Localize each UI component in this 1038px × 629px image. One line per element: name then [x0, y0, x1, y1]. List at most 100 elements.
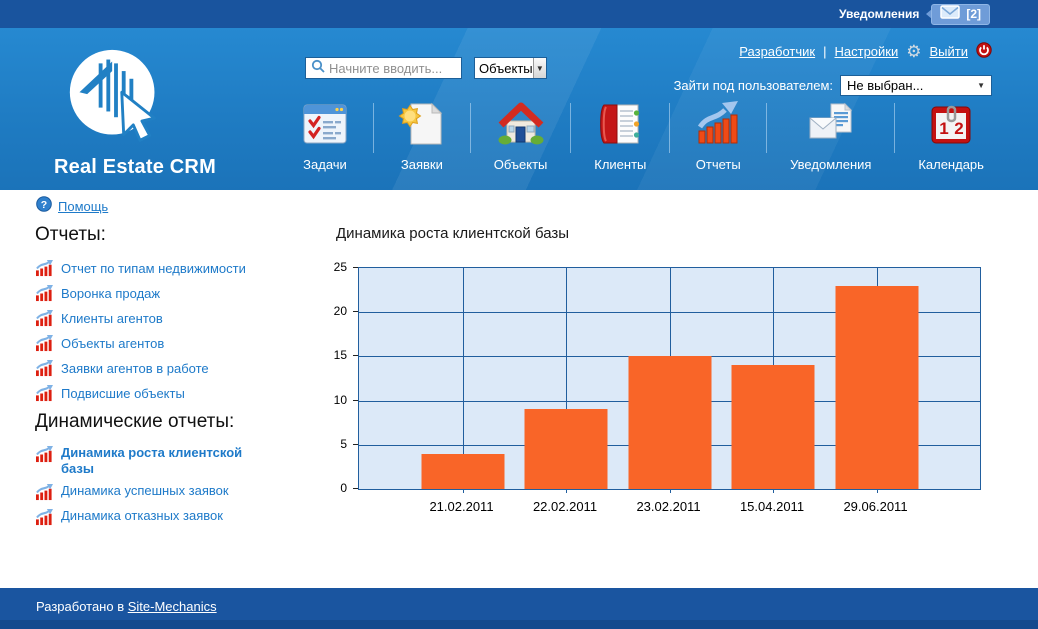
sidebar-report-link[interactable]: Динамика роста клиентской базы — [35, 442, 271, 480]
chevron-down-icon: ▼ — [532, 58, 546, 78]
sidebar-report-link[interactable]: Подвисшие объекты — [35, 381, 246, 406]
notifications-icon — [806, 100, 856, 148]
clients-icon — [595, 100, 645, 148]
tasks-icon — [300, 100, 350, 148]
sidebar-report-link[interactable]: Заявки агентов в работе — [35, 356, 246, 381]
chevron-down-icon: ▼ — [977, 81, 985, 90]
x-axis-label: 21.02.2011 — [429, 499, 494, 514]
x-axis-label: 15.04.2011 — [739, 499, 805, 514]
nav-label: Заявки — [400, 157, 443, 172]
notifications-label: Уведомления — [838, 7, 920, 21]
bar-23.02.2011 — [628, 356, 711, 489]
nav-item-clients[interactable]: Клиенты — [594, 100, 646, 172]
topbar: Уведомления [2] — [0, 0, 1038, 28]
nav-label: Клиенты — [594, 157, 647, 172]
nav-label: Задачи — [303, 157, 347, 172]
nav-divider — [469, 103, 471, 153]
svg-text:?: ? — [41, 199, 47, 211]
bar-29.06.2011 — [835, 285, 918, 489]
y-axis-label: 0 — [340, 481, 347, 495]
nav-item-requests[interactable]: Заявки — [397, 100, 447, 172]
sidebar-report-link[interactable]: Клиенты агентов — [35, 306, 246, 331]
notifications-button[interactable]: [2] — [931, 3, 990, 25]
sidebar-link-label: Воронка продаж — [61, 285, 161, 301]
account-links: Разработчик | Настройки ⚙ Выйти — [739, 42, 992, 61]
nav-label: Календарь — [918, 157, 984, 172]
y-axis-label: 20 — [333, 304, 347, 319]
search-scope-select[interactable]: Объекты ▼ — [474, 57, 547, 79]
nav-item-reports[interactable]: Отчеты — [693, 100, 743, 172]
report-chart-icon — [35, 509, 54, 526]
y-axis-label: 25 — [333, 260, 347, 274]
report-chart-icon — [35, 310, 54, 327]
power-icon[interactable] — [976, 42, 992, 61]
sidebar-report-link[interactable]: Динамика успешных заявок — [35, 480, 271, 505]
search-scope-value: Объекты — [479, 60, 533, 76]
sidebar-report-link[interactable]: Отчет по типам недвижимости — [35, 256, 246, 281]
y-axis-tick — [353, 355, 358, 357]
nav-divider — [570, 103, 572, 153]
x-axis-label: 29.06.2011 — [843, 499, 908, 514]
sidebar-report-link[interactable]: Объекты агентов — [35, 331, 246, 356]
reports-heading: Отчеты: — [35, 224, 106, 245]
bar-22.02.2011 — [524, 409, 608, 489]
chart-x-axis: 21.02.2011 22.02.2011 23.02.2011 15.04.2011… — [358, 499, 981, 517]
nav-label: Отчеты — [695, 157, 741, 172]
gear-icon[interactable]: ⚙ — [906, 42, 922, 61]
reports-list: Отчет по типам недвижимости Воронка прода… — [35, 256, 246, 406]
objects-icon — [496, 100, 546, 148]
x-axis-tick — [876, 489, 878, 493]
main-nav: Задачи Заявки Объекты Клиенты Отчеты Уведомле… — [300, 100, 984, 172]
x-axis-label: 23.02.2011 — [636, 499, 701, 514]
search-input[interactable] — [329, 60, 456, 76]
settings-link[interactable]: Настройки — [834, 44, 899, 59]
report-chart-icon — [35, 335, 54, 352]
y-axis-label: 10 — [333, 392, 347, 407]
sidebar-link-label: Заявки агентов в работе — [61, 360, 209, 376]
developer-link[interactable]: Разработчик — [739, 44, 816, 59]
sidebar-link-label: Динамика отказных заявок — [61, 508, 223, 523]
requests-icon — [397, 100, 447, 148]
header: Real Estate CRM Объекты ▼ Разработчик | … — [0, 28, 1038, 190]
x-axis-tick — [773, 489, 774, 493]
dynamic-reports-list: Динамика роста клиентской базы Динамика у… — [35, 442, 271, 530]
logout-link[interactable]: Выйти — [929, 44, 969, 59]
sidebar-link-label: Подвисшие объекты — [61, 385, 185, 401]
impersonate-select[interactable]: Не выбран... ▼ — [840, 75, 992, 96]
x-axis-label: 22.02.2011 — [532, 499, 598, 514]
y-axis-tick — [353, 443, 358, 445]
logo-icon[interactable] — [66, 48, 166, 148]
nav-item-objects[interactable]: Объекты — [494, 100, 547, 172]
help-link-row[interactable]: ? Помощь — [36, 196, 108, 217]
nav-divider — [372, 103, 374, 153]
svg-text:2: 2 — [954, 119, 963, 138]
sidebar-report-link[interactable]: Динамика отказных заявок — [35, 505, 271, 530]
chart-y-axis: 0 5 10 15 20 25 — [314, 260, 358, 495]
nav-item-tasks[interactable]: Задачи — [300, 100, 350, 172]
bar-15.04.2011 — [731, 365, 815, 489]
nav-item-notifications[interactable]: Уведомления — [790, 100, 871, 172]
sidebar-link-label: Динамика роста клиентской базы — [61, 445, 243, 476]
svg-text:1: 1 — [939, 119, 948, 138]
y-axis-tick — [353, 399, 358, 401]
help-link[interactable]: Помощь — [58, 199, 109, 214]
sidebar-link-label: Динамика успешных заявок — [61, 483, 229, 498]
x-axis-tick — [566, 489, 567, 493]
sidebar-link-label: Объекты агентов — [61, 335, 165, 351]
report-chart-icon — [35, 285, 54, 302]
site-mechanics-link[interactable]: Site-Mechanics — [127, 599, 217, 614]
gridline-vertical — [462, 268, 464, 489]
sidebar-report-link[interactable]: Воронка продаж — [35, 281, 246, 306]
x-axis-tick — [669, 489, 671, 493]
help-icon: ? — [36, 196, 52, 217]
nav-divider — [894, 103, 896, 153]
bar-21.02.2011 — [421, 453, 504, 489]
chart-title: Динамика роста клиентской базы — [336, 225, 570, 242]
reports-icon — [693, 100, 743, 148]
nav-item-calendar[interactable]: 1 2 Календарь — [918, 100, 984, 172]
app-title: Real Estate CRM — [54, 156, 216, 178]
search-icon — [311, 59, 325, 78]
nav-label: Уведомления — [790, 157, 872, 172]
x-axis-tick — [462, 489, 464, 493]
